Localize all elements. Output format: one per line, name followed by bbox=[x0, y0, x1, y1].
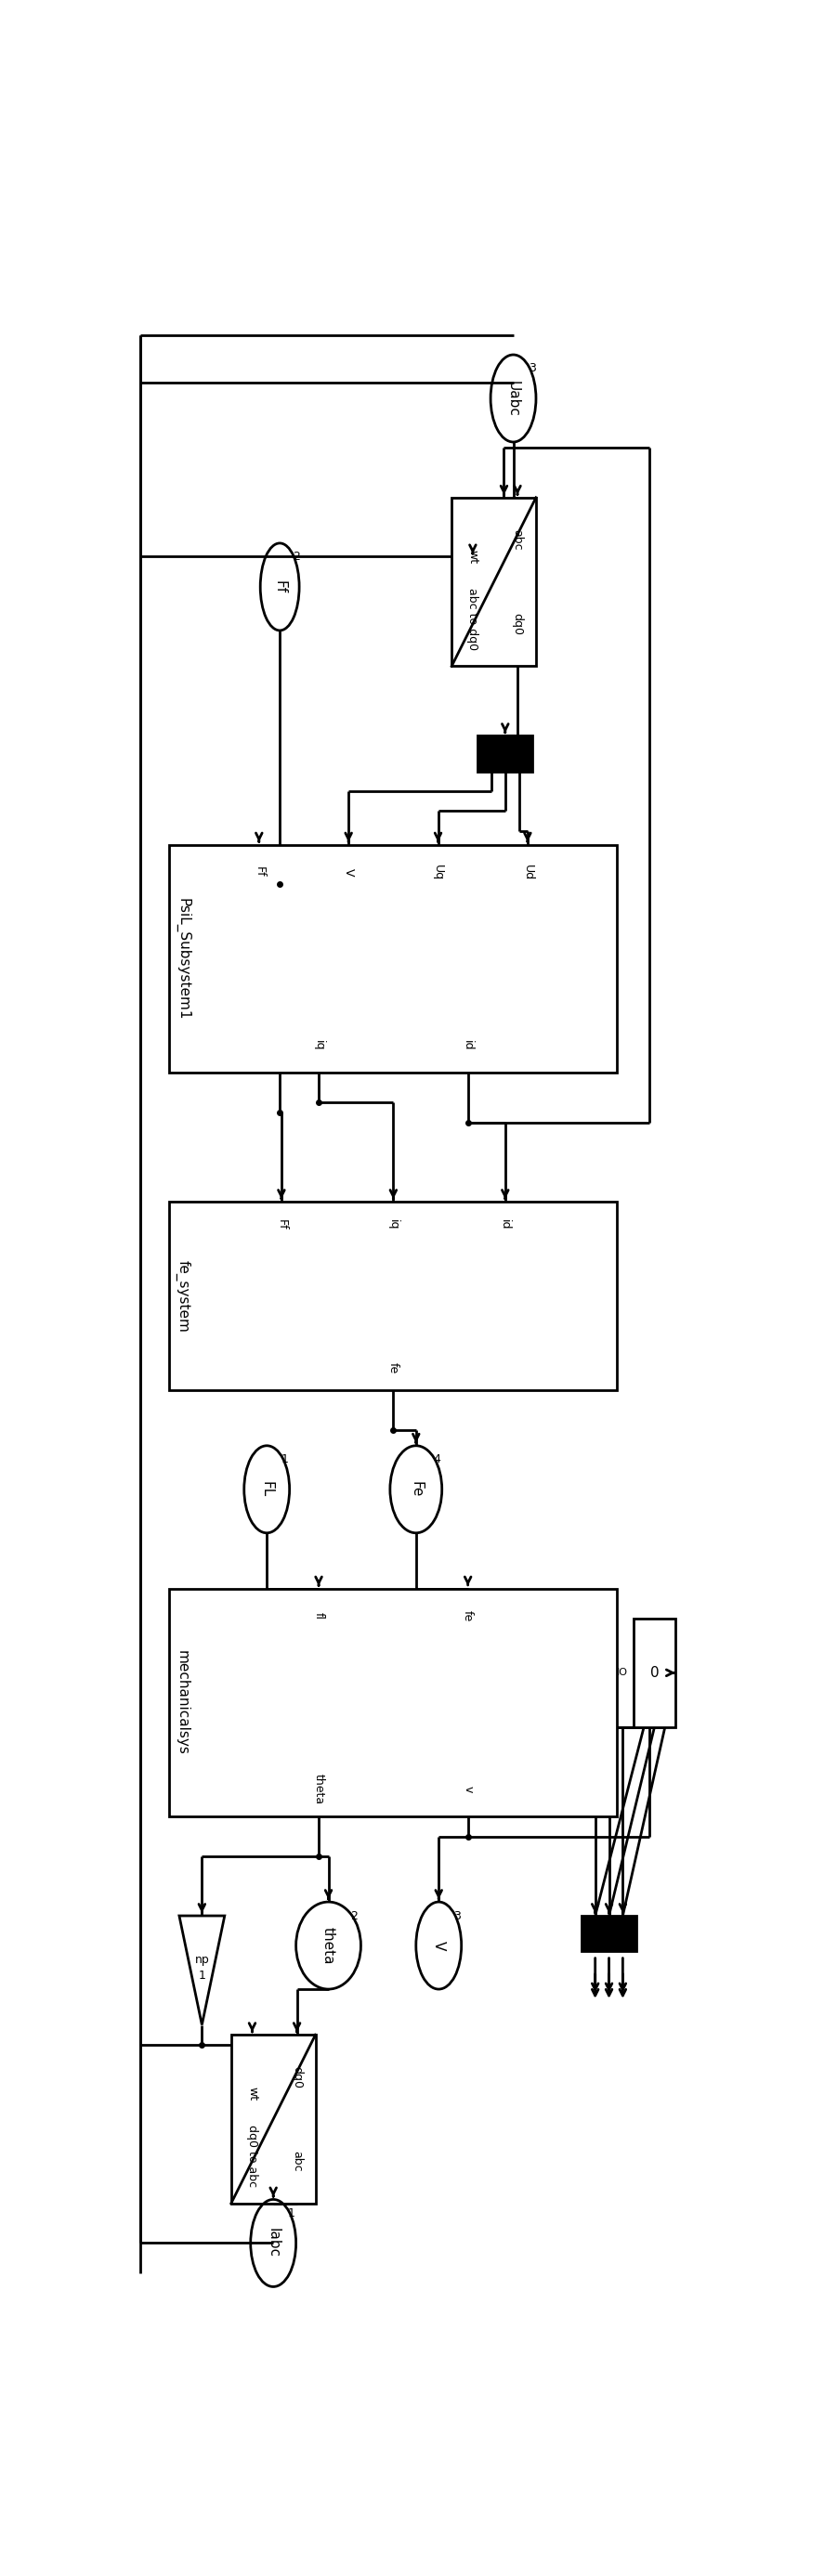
Text: theta: theta bbox=[321, 1927, 336, 1965]
Text: dq0 to abc: dq0 to abc bbox=[246, 2125, 259, 2187]
Bar bbox=[169, 845, 617, 1072]
Text: 2: 2 bbox=[351, 1909, 358, 1922]
Text: id: id bbox=[499, 1218, 511, 1229]
Text: fl: fl bbox=[313, 1613, 325, 1620]
Text: IO: IO bbox=[617, 1669, 628, 1677]
Text: abc: abc bbox=[290, 2151, 303, 2172]
Text: Uq: Uq bbox=[432, 863, 444, 881]
Text: V: V bbox=[432, 1940, 445, 1950]
Text: theta: theta bbox=[313, 1775, 325, 1806]
Text: FL: FL bbox=[259, 1481, 274, 1497]
Text: Ff: Ff bbox=[253, 866, 265, 878]
Text: id: id bbox=[462, 1041, 474, 1051]
Text: iq: iq bbox=[313, 1041, 325, 1051]
Text: mechanicalsys: mechanicalsys bbox=[176, 1651, 189, 1754]
Text: fe_system: fe_system bbox=[175, 1260, 190, 1332]
Text: 1: 1 bbox=[281, 1453, 289, 1466]
Text: wt: wt bbox=[467, 549, 479, 564]
Text: fe: fe bbox=[388, 1363, 399, 1373]
Text: wt: wt bbox=[246, 2087, 259, 2102]
Text: 0: 0 bbox=[650, 1667, 659, 1680]
Text: Fe: Fe bbox=[409, 1481, 423, 1497]
Bar bbox=[169, 1589, 617, 1816]
Text: 1: 1 bbox=[198, 1971, 206, 1981]
Text: Ff: Ff bbox=[275, 1218, 287, 1229]
Text: dq0: dq0 bbox=[290, 2066, 303, 2089]
Text: PsiL_Subsystem1: PsiL_Subsystem1 bbox=[175, 896, 190, 1020]
Text: iq: iq bbox=[388, 1218, 399, 1229]
Text: 3: 3 bbox=[529, 363, 537, 374]
Bar bbox=[582, 1917, 636, 1953]
Text: Ff: Ff bbox=[273, 580, 287, 592]
Text: 2: 2 bbox=[292, 551, 300, 564]
Text: 3: 3 bbox=[453, 1909, 460, 1922]
Text: abc: abc bbox=[511, 528, 523, 551]
Text: abc to dq0: abc to dq0 bbox=[467, 587, 479, 649]
Text: V: V bbox=[342, 868, 355, 876]
Text: fe: fe bbox=[462, 1610, 474, 1620]
Bar bbox=[478, 737, 532, 770]
Bar bbox=[231, 2035, 316, 2202]
Text: np: np bbox=[195, 1953, 209, 1965]
Text: Iabc: Iabc bbox=[266, 2228, 280, 2259]
Bar bbox=[169, 1200, 617, 1391]
Text: Uabc: Uabc bbox=[506, 381, 521, 417]
Text: 4: 4 bbox=[433, 1453, 440, 1466]
Text: v: v bbox=[462, 1785, 474, 1793]
Text: 1: 1 bbox=[288, 2208, 295, 2221]
Bar bbox=[452, 497, 536, 667]
Text: dq0: dq0 bbox=[511, 613, 523, 636]
Bar bbox=[634, 1618, 675, 1728]
Text: Ud: Ud bbox=[521, 863, 534, 881]
